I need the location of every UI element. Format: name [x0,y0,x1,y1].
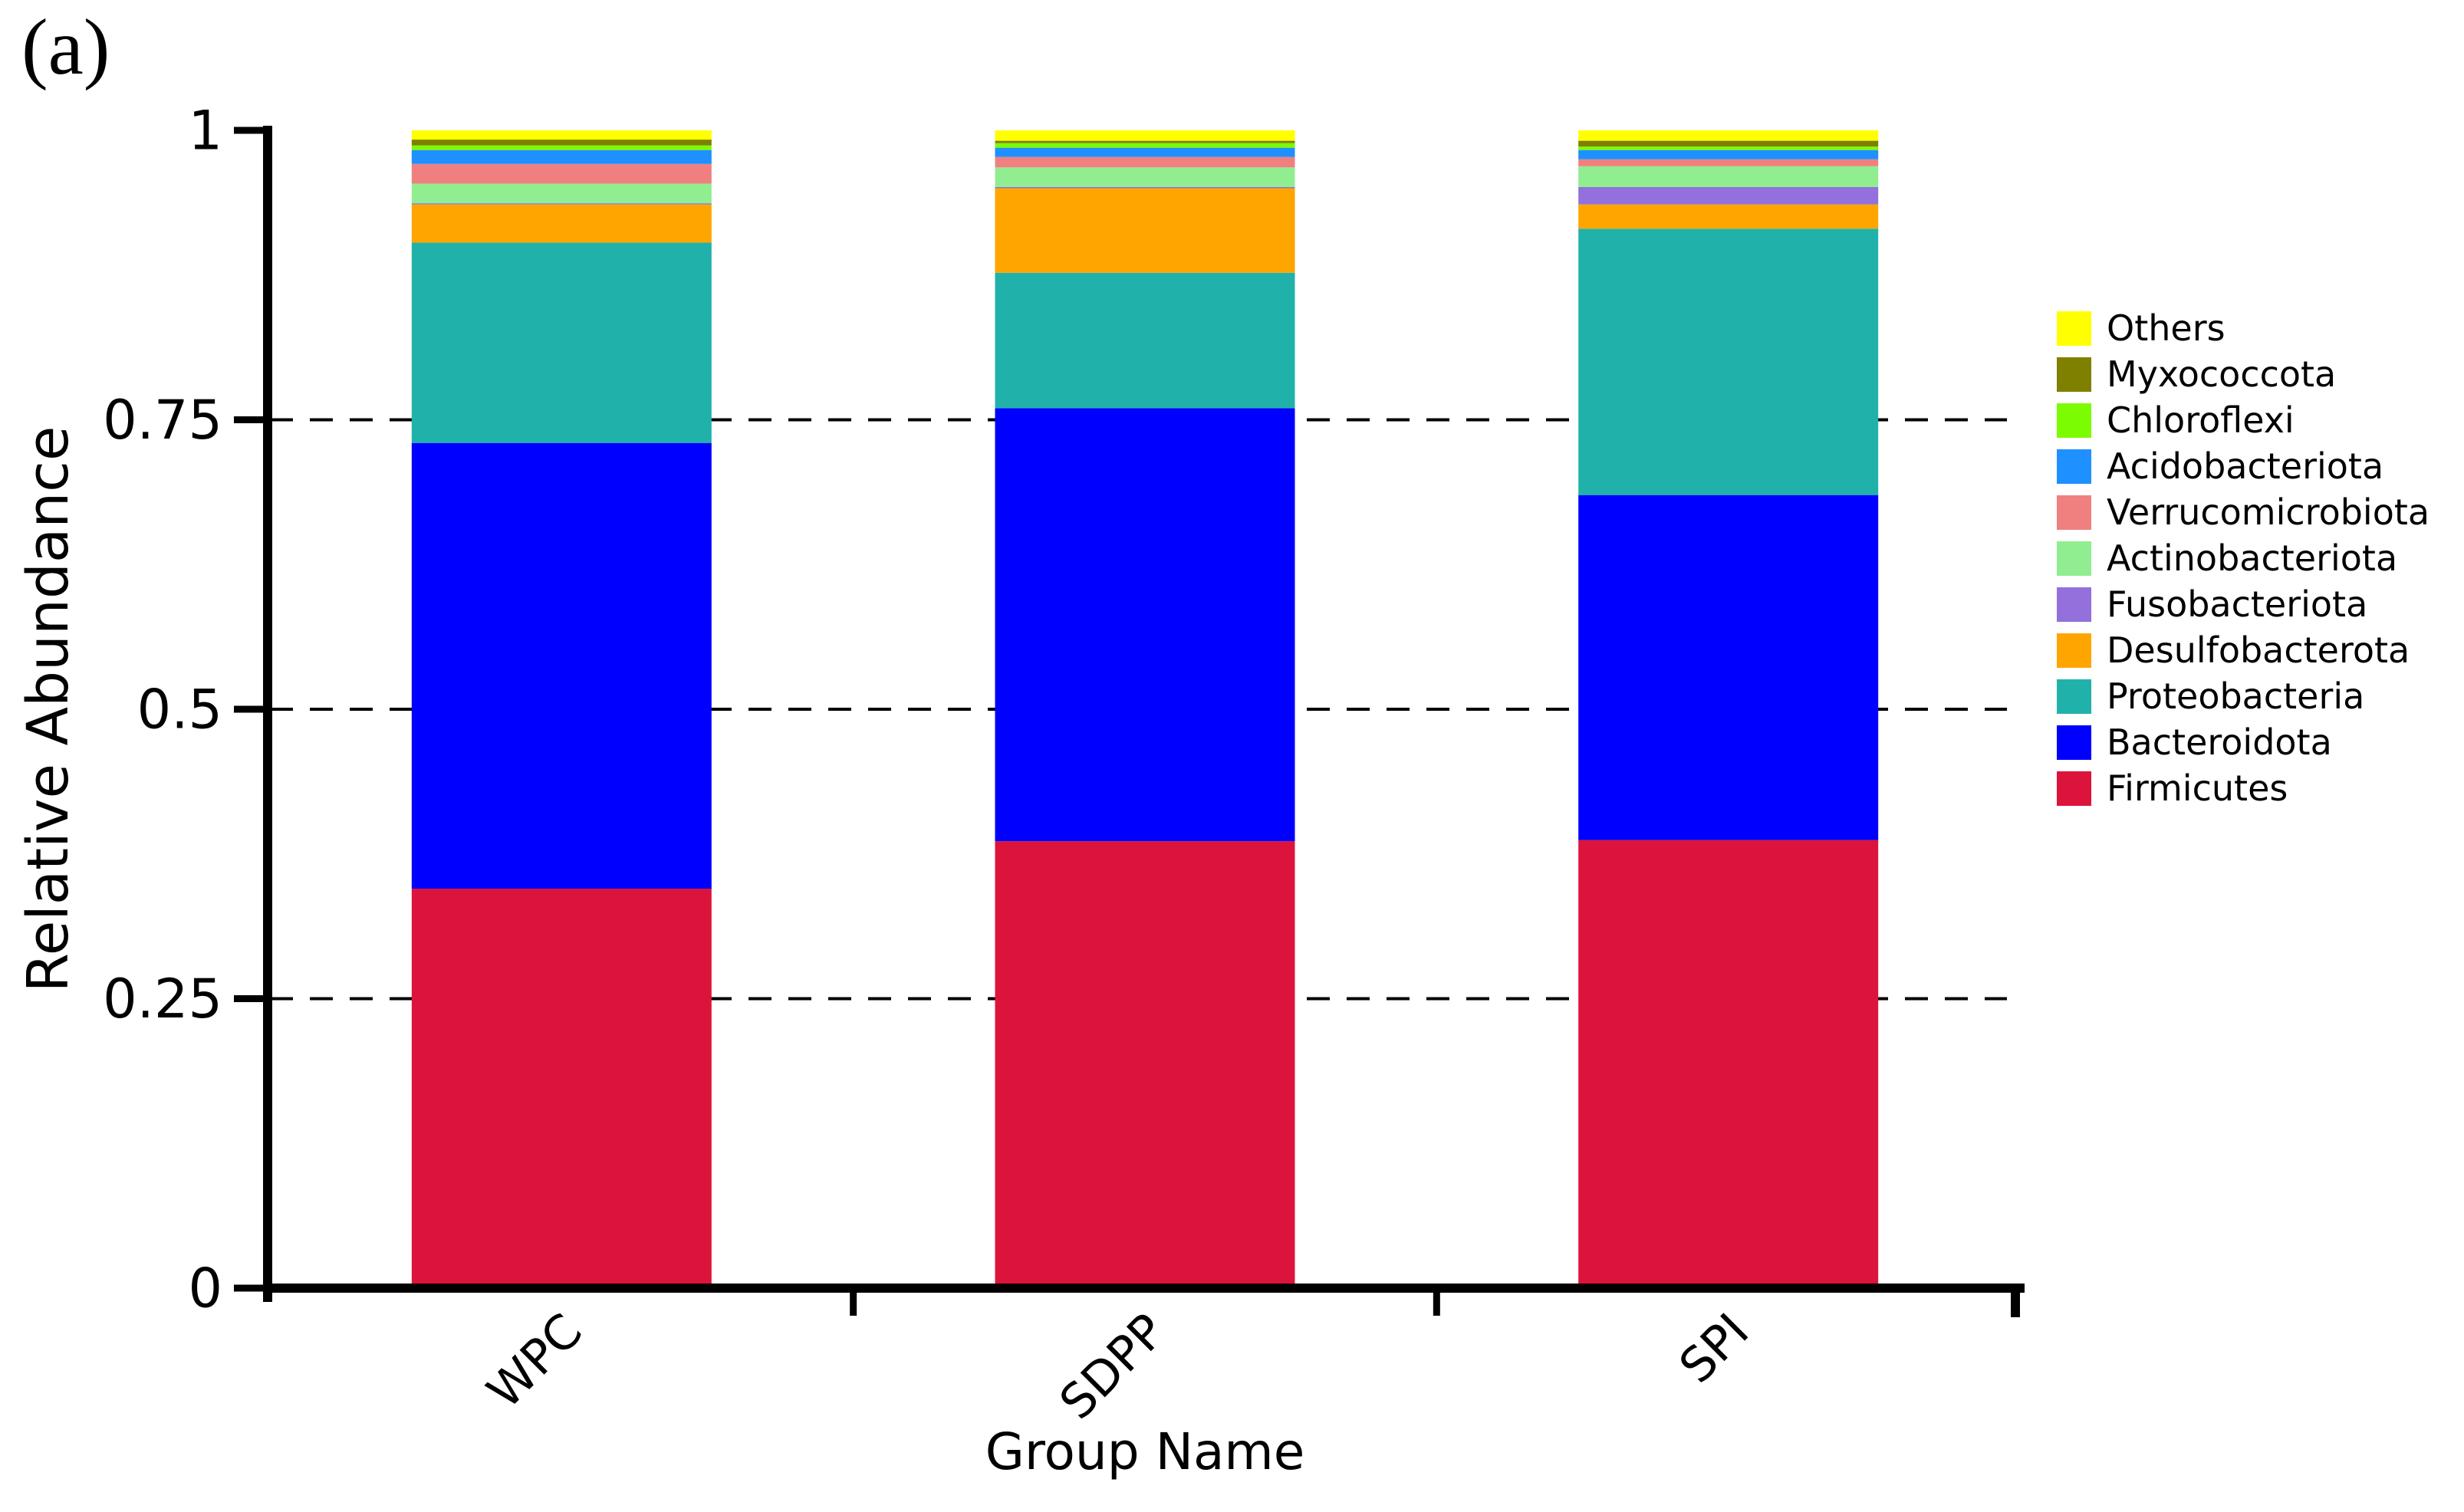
legend-item-Others: Others [2057,305,2429,351]
bar-segment-WPC-Others [411,130,712,140]
legend-item-Firmicutes: Firmicutes [2057,765,2429,811]
bar-segment-SPI-Myxococcota [1578,140,1879,147]
legend-item-Fusobacteriota: Fusobacteriota [2057,581,2429,627]
bar-segment-SDPP-Desulfobacterota [995,188,1295,273]
bar-segment-SDPP-Chloroflexi [995,143,1295,148]
bar-segment-WPC-Chloroflexi [411,145,712,150]
y-tick-label-0.75: 0.75 [103,389,222,452]
legend-label-Firmicutes: Firmicutes [2107,768,2288,809]
bar-segment-SPI-Acidobacteriota [1578,150,1879,159]
legend-label-Proteobacteria: Proteobacteria [2107,675,2365,717]
x-tick-label-SPI: SPI [1668,1303,1759,1394]
bar-segment-SPI-Verrucomicrobiota [1578,159,1879,166]
legend-label-Verrucomicrobiota: Verrucomicrobiota [2107,491,2430,533]
legend-label-Bacteroidota: Bacteroidota [2107,721,2332,763]
legend-swatch-Verrucomicrobiota [2057,495,2091,530]
bar-segment-SDPP-Verrucomicrobiota [995,156,1295,168]
legend-label-Actinobacteriota: Actinobacteriota [2107,537,2398,579]
bar-segment-SPI-Proteobacteria [1578,228,1879,495]
bar-segment-SPI-Actinobacteriota [1578,166,1879,187]
y-tick-label-0.5: 0.5 [137,679,222,741]
x-axis-end-tick [2011,1284,2020,1317]
bar-segment-SPI-Fusobacteriota [1578,186,1879,205]
legend-item-Acidobacteriota: Acidobacteriota [2057,443,2429,489]
chart-legend: Others Myxococcota Chloroflexi Acidobacteri… [2057,305,2429,811]
legend-item-Bacteroidota: Bacteroidota [2057,719,2429,765]
legend-swatch-Myxococcota [2057,357,2091,392]
bar-segment-WPC-Acidobacteriota [411,150,712,164]
legend-swatch-Actinobacteriota [2057,541,2091,576]
legend-item-Chloroflexi: Chloroflexi [2057,397,2429,443]
figure-panel-label: (a) [21,3,110,91]
bar-segment-SDPP-Others [995,130,1295,141]
legend-item-Verrucomicrobiota: Verrucomicrobiota [2057,489,2429,535]
bar-segment-SPI-Desulfobacterota [1578,204,1879,229]
bar-segment-WPC-Actinobacteriota [411,183,712,204]
legend-label-Fusobacteriota: Fusobacteriota [2107,583,2368,625]
legend-item-Actinobacteriota: Actinobacteriota [2057,535,2429,581]
bar-segment-WPC-Firmicutes [411,889,712,1288]
legend-swatch-Desulfobacterota [2057,633,2091,668]
bar-segment-SDPP-Firmicutes [995,841,1295,1288]
bar-segment-WPC-Bacteroidota [411,442,712,889]
legend-swatch-Firmicutes [2057,771,2091,806]
bar-segment-SPI-Firmicutes [1578,840,1879,1288]
bar-segment-WPC-Myxococcota [411,140,712,146]
legend-swatch-Chloroflexi [2057,403,2091,438]
y-axis-spine [263,126,272,1302]
legend-swatch-Bacteroidota [2057,725,2091,760]
y-tick-label-0: 0 [188,1257,222,1320]
bar-segment-SDPP-Acidobacteriota [995,147,1295,157]
legend-label-Others: Others [2107,307,2225,349]
y-tick-label-0.25: 0.25 [103,968,222,1030]
legend-label-Myxococcota: Myxococcota [2107,353,2337,395]
bar-segment-WPC-Proteobacteria [411,242,712,443]
bar-segment-SDPP-Bacteroidota [995,408,1295,842]
legend-swatch-Proteobacteria [2057,679,2091,714]
legend-item-Myxococcota: Myxococcota [2057,351,2429,397]
x-axis-spine [263,1284,2025,1293]
x-axis-title: Group Name [985,1422,1305,1481]
bar-segment-SDPP-Proteobacteria [995,272,1295,409]
legend-swatch-Others [2057,311,2091,346]
legend-label-Acidobacteriota: Acidobacteriota [2107,445,2384,487]
legend-swatch-Acidobacteriota [2057,449,2091,484]
bar-segment-SDPP-Actinobacteriota [995,167,1295,187]
legend-label-Desulfobacterota: Desulfobacterota [2107,629,2410,671]
bar-segment-WPC-Fusobacteriota [411,203,712,205]
bar-segment-SPI-Chloroflexi [1578,146,1879,150]
legend-item-Desulfobacterota: Desulfobacterota [2057,627,2429,673]
x-tick-label-WPC: WPC [476,1303,593,1419]
bar-segment-WPC-Desulfobacterota [411,204,712,243]
bar-segment-SPI-Others [1578,130,1879,141]
bar-segment-SDPP-Fusobacteriota [995,186,1295,189]
bar-segment-SPI-Bacteroidota [1578,495,1879,840]
y-tick-label-1: 1 [188,100,222,163]
legend-label-Chloroflexi: Chloroflexi [2107,399,2295,441]
legend-swatch-Fusobacteriota [2057,587,2091,622]
legend-item-Proteobacteria: Proteobacteria [2057,673,2429,719]
x-tick-label-SDPP: SDPP [1049,1303,1176,1430]
bar-segment-WPC-Verrucomicrobiota [411,163,712,184]
bar-segment-SDPP-Myxococcota [995,140,1295,143]
